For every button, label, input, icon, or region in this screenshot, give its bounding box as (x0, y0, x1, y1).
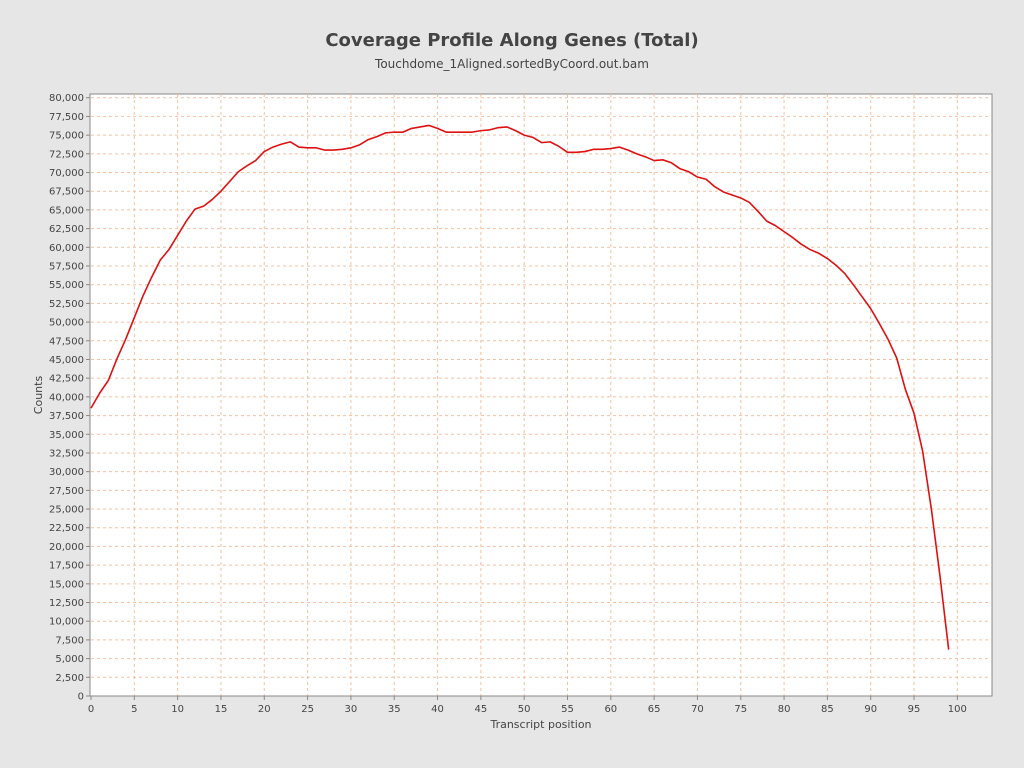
y-tick-label: 55,000 (49, 280, 84, 291)
x-tick-label: 5 (131, 704, 137, 715)
y-tick-label: 47,500 (49, 336, 84, 347)
series-line (90, 124, 950, 650)
x-tick-label: 85 (821, 704, 834, 715)
y-tick-label: 62,500 (49, 224, 84, 235)
x-tick-label: 40 (431, 704, 444, 715)
y-tick-label: 7,500 (55, 635, 84, 646)
y-axis-label: Counts (32, 376, 45, 415)
y-tick-label: 72,500 (49, 149, 84, 160)
y-axis-ticks: 0 2,500 5,000 7,500 10,000 12,500 15,000 17,500… (49, 93, 90, 703)
chart-title: Coverage Profile Along Genes (Total) (325, 30, 699, 51)
y-tick-label: 0 (78, 692, 84, 703)
x-axis-label: Transcript position (489, 718, 591, 731)
x-tick-label: 30 (345, 704, 358, 715)
y-tick-label: 50,000 (49, 318, 84, 329)
x-tick-label: 95 (908, 704, 921, 715)
y-tick-label: 12,500 (49, 598, 84, 609)
x-axis-ticks: 0 5 10 15 20 25 30 35 40 45 50 55 60 65 70 75 80 85 90 95 10… (88, 696, 967, 715)
y-tick-label: 42,500 (49, 374, 84, 385)
x-tick-label: 25 (301, 704, 314, 715)
y-tick-label: 75,000 (49, 131, 84, 142)
x-tick-label: 35 (388, 704, 401, 715)
y-tick-label: 70,000 (49, 168, 84, 179)
x-tick-label: 60 (604, 704, 617, 715)
x-tick-label: 0 (88, 704, 94, 715)
y-tick-label: 15,000 (49, 579, 84, 590)
x-tick-label: 80 (778, 704, 791, 715)
y-tick-label: 80,000 (49, 93, 84, 104)
y-tick-label: 10,000 (49, 617, 84, 628)
y-tick-label: 2,500 (55, 673, 84, 684)
y-tick-label: 35,000 (49, 430, 84, 441)
x-tick-label: 20 (258, 704, 271, 715)
grid-lines (91, 94, 992, 696)
y-tick-label: 30,000 (49, 467, 84, 478)
x-tick-label: 15 (215, 704, 228, 715)
y-tick-label: 77,500 (49, 112, 84, 123)
y-tick-label: 27,500 (49, 486, 84, 497)
plot-area (89, 93, 993, 697)
y-tick-label: 40,000 (49, 392, 84, 403)
x-tick-label: 65 (648, 704, 661, 715)
y-tick-label: 45,000 (49, 355, 84, 366)
x-tick-label: 100 (948, 704, 967, 715)
y-tick-label: 57,500 (49, 262, 84, 273)
y-tick-label: 67,500 (49, 187, 84, 198)
x-tick-label: 55 (561, 704, 574, 715)
chart-subtitle: Touchdome_1Aligned.sortedByCoord.out.bam (375, 57, 649, 71)
y-tick-label: 5,000 (55, 654, 84, 665)
y-tick-label: 32,500 (49, 448, 84, 459)
x-tick-label: 45 (474, 704, 487, 715)
y-tick-label: 52,500 (49, 299, 84, 310)
y-tick-label: 17,500 (49, 561, 84, 572)
x-tick-label: 75 (734, 704, 747, 715)
y-tick-label: 60,000 (49, 243, 84, 254)
y-tick-label: 65,000 (49, 205, 84, 216)
y-tick-label: 37,500 (49, 411, 84, 422)
x-tick-label: 70 (691, 704, 704, 715)
x-tick-label: 50 (518, 704, 531, 715)
y-tick-label: 20,000 (49, 542, 84, 553)
x-tick-label: 90 (864, 704, 877, 715)
x-tick-label: 10 (171, 704, 184, 715)
y-tick-label: 25,000 (49, 505, 84, 516)
y-tick-label: 22,500 (49, 523, 84, 534)
